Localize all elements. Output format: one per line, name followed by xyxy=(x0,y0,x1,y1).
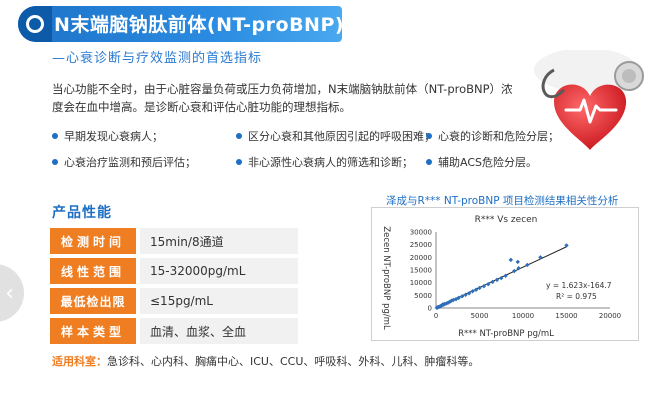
data-point xyxy=(499,275,504,281)
spec-value: 15min/8通道 xyxy=(140,228,298,254)
y-tick-label: 10000 xyxy=(410,279,432,287)
chart-title: R*** Vs zecen xyxy=(475,215,538,225)
prev-slide-button[interactable]: ‹ xyxy=(0,264,24,322)
performance-heading: 产品性能 xyxy=(52,205,112,221)
data-point xyxy=(512,268,517,274)
data-point xyxy=(466,291,472,296)
x-axis-label: R*** NT-proBNP pg/mL xyxy=(458,329,554,339)
bullet-dot-icon xyxy=(236,159,242,165)
data-point xyxy=(508,257,514,263)
y-tick-label: 0 xyxy=(428,305,432,313)
x-tick-label: 20000 xyxy=(599,312,621,320)
chevron-left-icon: ‹ xyxy=(5,280,14,306)
departments-line: 适用科室：急诊科、心内科、胸痛中心、ICU、CCU、呼吸科、外科、儿科、肿瘤科等… xyxy=(52,353,479,369)
page-subtitle: —心衰诊断与疗效监测的首选指标 xyxy=(52,51,263,66)
heart-stethoscope-icon xyxy=(534,50,644,150)
data-point xyxy=(470,289,475,294)
title-banner xyxy=(18,6,342,42)
spec-row: 最低检出限 ≤15pg/mL xyxy=(50,288,298,314)
data-point xyxy=(503,273,508,279)
data-point xyxy=(538,255,543,260)
spec-label: 最低检出限 xyxy=(50,288,136,314)
spec-label: 检测时间 xyxy=(50,228,136,254)
page-title: N末端脑钠肽前体(NT-proBNP) xyxy=(54,14,345,36)
departments-label: 适用科室： xyxy=(52,355,107,368)
bullet-dot-icon xyxy=(52,159,58,165)
spec-label: 线性范围 xyxy=(50,258,136,284)
data-point xyxy=(459,294,465,299)
departments-value: 急诊科、心内科、胸痛中心、ICU、CCU、呼吸科、外科、儿科、肿瘤科等。 xyxy=(107,355,480,368)
data-point xyxy=(490,279,495,285)
y-axis-label: Zecen NT-proBNP pg/mL xyxy=(381,226,391,330)
correlation-chart: R*** Vs zecen Zecen NT-proBNP pg/mL R***… xyxy=(371,207,639,341)
spec-row: 线性范围 15-32000pg/mL xyxy=(50,258,298,284)
x-tick-label: 10000 xyxy=(512,312,534,320)
spec-value: ≤15pg/mL xyxy=(140,288,298,314)
spec-row: 检测时间 15min/8通道 xyxy=(50,228,298,254)
data-point xyxy=(477,285,482,291)
bullet-dot-icon xyxy=(426,133,432,139)
data-point xyxy=(456,295,461,301)
bullet-dot-icon xyxy=(52,133,58,139)
y-tick-label: 5000 xyxy=(414,292,432,300)
data-point xyxy=(451,297,456,303)
indication-list: 早期发现心衰病人； 区分心衰和其他原因引起的呼吸困难； 心衰的诊断和危险分层； … xyxy=(52,128,612,170)
bullet-dot-icon xyxy=(426,159,432,165)
list-item: 非心源性心衰病人的筛选和诊断； xyxy=(236,154,426,170)
bullet-dot-icon xyxy=(236,133,242,139)
performance-table: 检测时间 15min/8通道 线性范围 15-32000pg/mL 最低检出限 … xyxy=(50,228,298,348)
x-tick-label: 15000 xyxy=(555,312,577,320)
spec-value: 血清、血浆、全血 xyxy=(140,318,298,344)
spec-label: 样本类型 xyxy=(50,318,136,344)
list-item: 心衰的诊断和危险分层； xyxy=(426,128,612,144)
y-tick-label: 20000 xyxy=(410,254,432,262)
data-point xyxy=(463,292,468,298)
data-point xyxy=(564,243,569,248)
title-badge-icon xyxy=(18,6,52,42)
list-item: 早期发现心衰病人； xyxy=(52,128,236,144)
spec-value: 15-32000pg/mL xyxy=(140,258,298,284)
x-tick-label: 0 xyxy=(434,312,438,320)
data-point xyxy=(473,287,479,292)
spec-row: 样本类型 血清、血浆、全血 xyxy=(50,318,298,344)
data-point xyxy=(481,284,487,289)
scatter-plot: R*** Vs zecen Zecen NT-proBNP pg/mL R***… xyxy=(381,215,621,339)
data-point xyxy=(515,259,520,265)
intro-paragraph: 当心功能不全时，由于心脏容量负荷或压力负荷增加，N末端脑钠肽前体（NT-proB… xyxy=(52,82,513,114)
list-item: 辅助ACS危险分层。 xyxy=(426,154,612,170)
list-item: 区分心衰和其他原因引起的呼吸困难； xyxy=(236,128,435,144)
list-item: 心衰治疗监测和预后评估； xyxy=(52,154,236,170)
r-squared: R² = 0.975 xyxy=(556,292,597,301)
x-tick-label: 5000 xyxy=(471,312,489,320)
data-point xyxy=(444,301,449,306)
y-tick-label: 25000 xyxy=(410,241,432,249)
y-tick-label: 30000 xyxy=(410,229,432,237)
y-tick-label: 15000 xyxy=(410,267,432,275)
data-point xyxy=(486,281,491,287)
trend-equation: y = 1.623x-164.7 xyxy=(546,281,612,290)
chart-caption: 泽成与R*** NT-proBNP 项目检测结果相关性分析 xyxy=(386,195,619,207)
data-point xyxy=(494,277,500,283)
data-point xyxy=(525,262,530,268)
